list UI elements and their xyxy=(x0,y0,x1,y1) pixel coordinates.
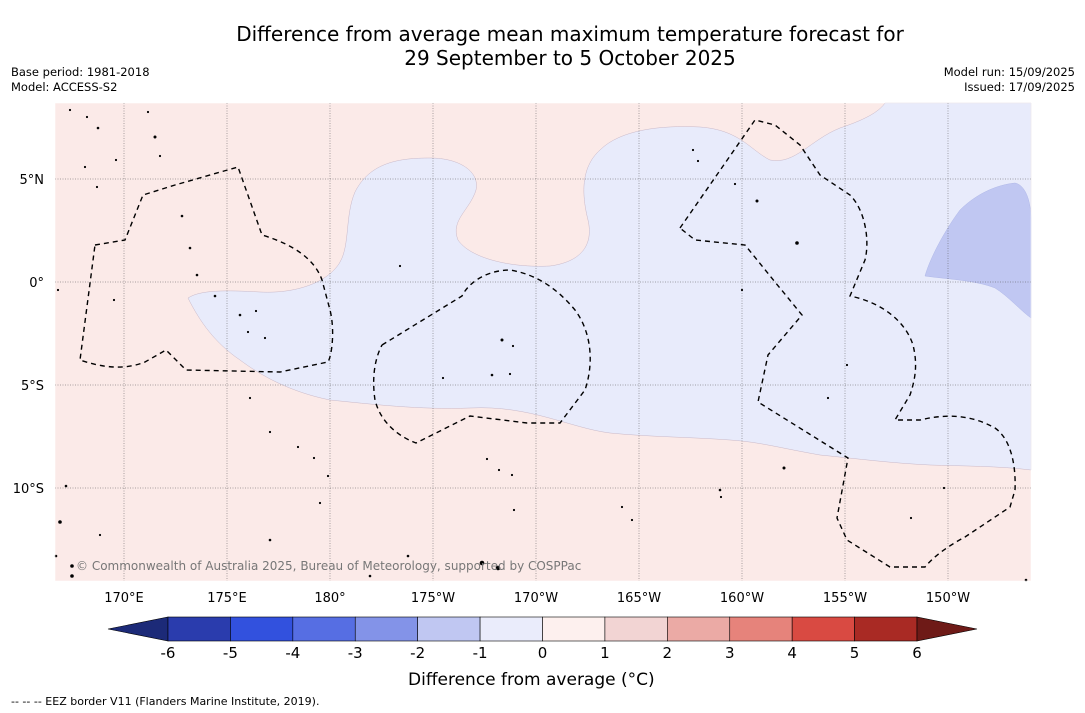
colorbar-tick-label: -3 xyxy=(348,644,363,662)
colorbar-segment xyxy=(604,616,668,642)
colorbar-tick-label: 3 xyxy=(725,644,735,662)
colorbar-over-arrow xyxy=(916,616,978,642)
longitude-labels: 170°E 175°E 180° 175°W 170°W 165°W 160°W… xyxy=(104,591,970,606)
eez-legend: -- -- -- EEZ border V11 (Flanders Marine… xyxy=(11,695,320,708)
colorbar-segment xyxy=(542,616,606,642)
meta-right: Model run: 15/09/2025 Issued: 17/09/2025 xyxy=(944,65,1075,95)
colorbar-tick-label: -2 xyxy=(410,644,425,662)
model-name: Model: ACCESS-S2 xyxy=(11,80,118,94)
islands xyxy=(54,108,1028,582)
colorbar-tick-label: 0 xyxy=(538,644,548,662)
map-title: Difference from average mean maximum tem… xyxy=(0,22,1085,70)
gridlines xyxy=(55,103,1031,581)
colorbar-tick-label: 1 xyxy=(600,644,610,662)
eez-border-phoenix xyxy=(373,269,591,444)
lat-label-5n: 5°N xyxy=(20,173,45,188)
colorbar: -6 -5 -4 -3 -2 -1 0 1 2 3 4 5 6 xyxy=(107,616,978,662)
model-run: Model run: 15/09/2025 xyxy=(943,65,1075,79)
colorbar-tick-label: 4 xyxy=(787,644,797,662)
colorbar-segment xyxy=(791,616,855,642)
issued-date: Issued: 17/09/2025 xyxy=(964,80,1075,94)
lat-label-0: 0° xyxy=(29,276,44,291)
lat-label-10s: 10°S xyxy=(13,482,44,497)
copyright-text: © Commonwealth of Australia 2025, Bureau… xyxy=(76,559,581,573)
colorbar-segment xyxy=(230,616,294,642)
colorbar-tick-label: -5 xyxy=(223,644,238,662)
colorbar-tick-label: -4 xyxy=(285,644,300,662)
lon-label-180: 180° xyxy=(314,591,345,606)
lon-label-170e: 170°E xyxy=(104,591,144,606)
eez-border-line-islands xyxy=(679,119,1016,568)
colorbar-title: Difference from average (°C) xyxy=(408,670,655,690)
colorbar-segment xyxy=(417,616,481,642)
cool-anomaly-region xyxy=(187,102,1032,471)
lon-label-160w: 160°W xyxy=(720,591,764,606)
title-line-2: 29 September to 5 October 2025 xyxy=(404,46,736,70)
colorbar-segment xyxy=(167,616,231,642)
title-line-1: Difference from average mean maximum tem… xyxy=(236,22,904,46)
lon-label-155w: 155°W xyxy=(823,591,867,606)
colorbar-segment xyxy=(854,616,918,642)
latitude-labels: 5°N 0° 5°S 10°S xyxy=(13,173,44,497)
lon-label-165w: 165°W xyxy=(617,591,661,606)
lon-label-175e: 175°E xyxy=(207,591,247,606)
eez-border-tuvalu-kiribati-west xyxy=(79,166,334,373)
lon-label-175w: 175°W xyxy=(411,591,455,606)
colorbar-tick-label: -1 xyxy=(473,644,488,662)
colorbar-tick-label: -6 xyxy=(161,644,176,662)
colorbar-under-arrow xyxy=(107,616,169,642)
lon-label-150w: 150°W xyxy=(926,591,970,606)
colorbar-tick-label: 5 xyxy=(850,644,860,662)
map-frame xyxy=(54,102,1032,582)
colorbar-segment xyxy=(479,616,543,642)
lon-label-170w: 170°W xyxy=(514,591,558,606)
colorbar-segment xyxy=(667,616,731,642)
colorbar-tick-label: 2 xyxy=(663,644,673,662)
eez-borders xyxy=(79,119,1016,568)
cool-medium-region xyxy=(924,182,1032,319)
colorbar-segment xyxy=(354,616,418,642)
base-period: Base period: 1981-2018 xyxy=(11,65,150,79)
colorbar-tick-label: 6 xyxy=(912,644,922,662)
colorbar-segment xyxy=(292,616,356,642)
meta-left: Base period: 1981-2018 Model: ACCESS-S2 xyxy=(11,65,150,95)
colorbar-segment xyxy=(729,616,793,642)
lat-label-5s: 5°S xyxy=(21,379,44,394)
